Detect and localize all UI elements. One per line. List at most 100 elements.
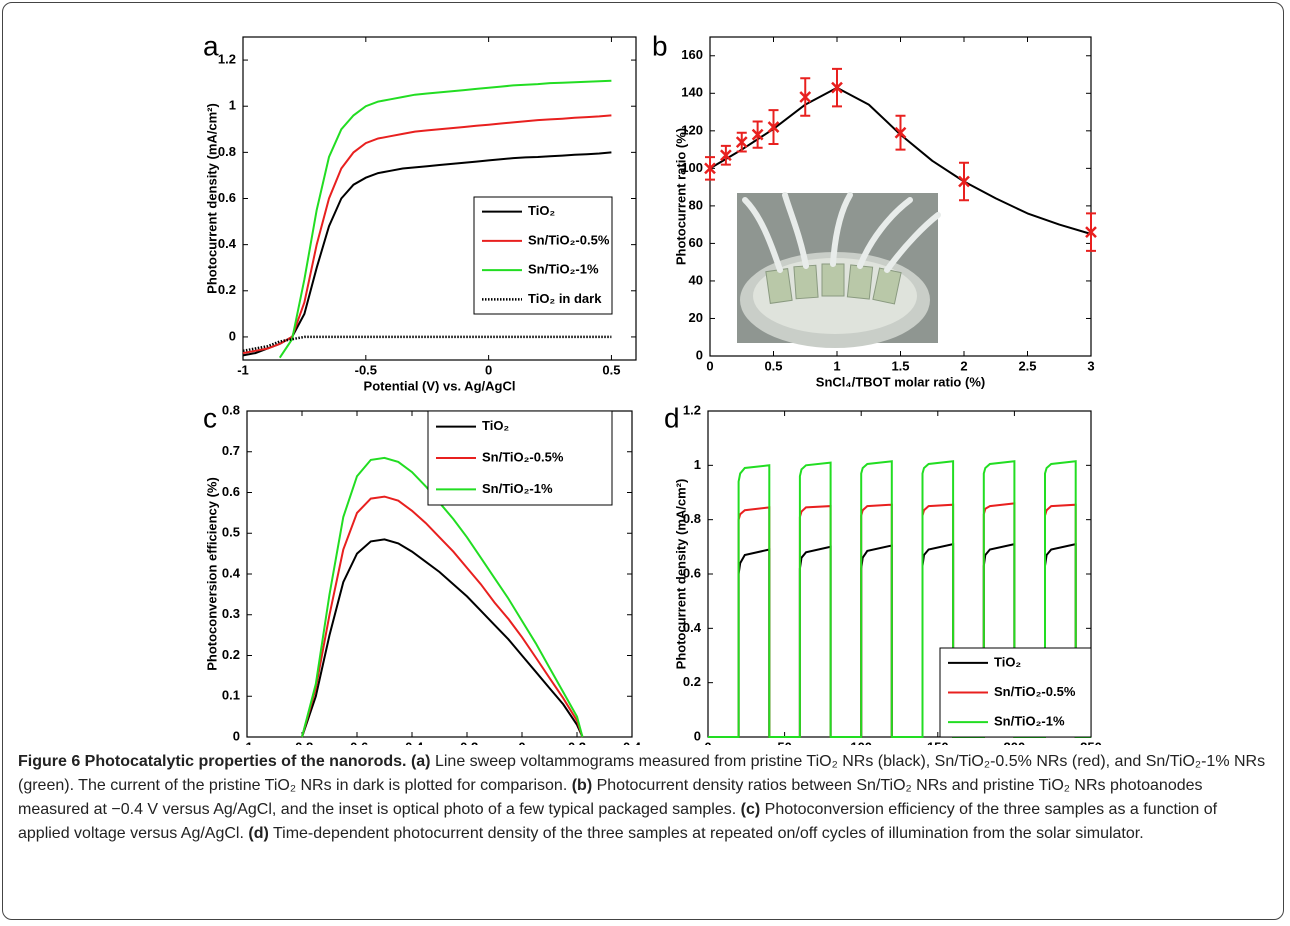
x-tick-label: 2.5 — [1018, 358, 1036, 373]
x-tick-label: 2 — [960, 358, 967, 373]
x-tick-label: -0.5 — [355, 362, 377, 377]
x-tick-label: 150 — [927, 739, 949, 745]
y-tick-label: 0.7 — [222, 443, 240, 458]
y-tick-label: 40 — [689, 272, 703, 287]
figure: a -1 -0.5 0 0.5 0 0.2 0.4 0.6 0.8 1 1.2 Potential (V… — [203, 30, 1102, 745]
marker — [894, 126, 907, 139]
y-tick-label: 0 — [694, 728, 701, 743]
y-tick-label: 160 — [681, 47, 703, 62]
line-series — [301, 495, 584, 738]
x-tick-label: 200 — [1004, 739, 1026, 745]
x-tick-label: 0.4 — [623, 739, 642, 745]
marker — [704, 162, 716, 175]
x-tick-label: -0.2 — [456, 739, 478, 745]
caption-text: Time-dependent photocurrent density of t… — [272, 825, 1144, 842]
legend-label: TiO₂ — [482, 418, 509, 433]
legend-label: Sn/TiO₂-0.5% — [994, 684, 1076, 699]
x-tick-label: 0.5 — [602, 362, 620, 377]
y-tick-label: 0.1 — [222, 688, 240, 703]
caption: Figure 6 Photocatalytic properties of th… — [18, 750, 1273, 846]
panel-label: c — [203, 402, 217, 433]
panel-label: a — [203, 30, 219, 61]
photo-wires — [742, 192, 941, 273]
y-tick-label: 0.4 — [218, 236, 237, 251]
x-tick-label: 1.5 — [891, 358, 909, 373]
panel-label: b — [652, 30, 668, 61]
y-tick-label: 0 — [233, 728, 240, 743]
caption-label: (d) — [248, 825, 269, 842]
y-tick-label: 0.3 — [222, 606, 240, 621]
x-tick-label: 250 — [1080, 739, 1102, 745]
y-tick-label: 1 — [229, 98, 236, 113]
marker — [1085, 226, 1097, 239]
y-tick-label: 80 — [689, 197, 703, 212]
x-tick-label: 100 — [850, 739, 872, 745]
marker — [799, 91, 812, 103]
y-tick-label: 0.6 — [683, 565, 701, 580]
x-tick-label: -1 — [241, 739, 253, 745]
marker — [719, 149, 732, 162]
y-axis-label: Photocurrent density (mA/cm²) — [673, 479, 688, 670]
inset-photo — [737, 192, 941, 348]
legend-label: TiO₂ — [528, 203, 555, 218]
y-tick-label: 0.8 — [683, 511, 701, 526]
caption-text: Photocurrent density ratios between Sn/T… — [18, 777, 1203, 818]
y-tick-label: 0.6 — [218, 190, 236, 205]
caption-label: (a) — [410, 753, 431, 770]
y-tick-label: 0.4 — [683, 620, 702, 635]
line-series — [242, 151, 612, 357]
y-tick-label: 0.6 — [222, 484, 240, 499]
y-tick-label: 0.8 — [222, 402, 240, 417]
line-series — [242, 114, 612, 355]
y-tick-label: 0.2 — [218, 282, 236, 297]
line-series — [278, 79, 612, 359]
x-tick-label: -1 — [237, 362, 249, 377]
x-tick-label: -0.4 — [401, 739, 424, 745]
x-tick-label: 3 — [1087, 358, 1094, 373]
y-tick-label: 140 — [681, 85, 703, 100]
line-series — [301, 538, 584, 738]
x-tick-label: 0 — [706, 358, 713, 373]
y-axis-label: Photocurrent ratio (%) — [673, 128, 688, 265]
line-series — [301, 456, 584, 738]
y-tick-label: 20 — [689, 310, 703, 325]
y-tick-label: 0 — [696, 347, 703, 362]
y-tick-label: 120 — [681, 122, 703, 137]
marker — [831, 81, 843, 94]
y-tick-label: 1.2 — [218, 52, 236, 67]
x-tick-label: 50 — [777, 739, 791, 745]
caption-text: Line sweep voltammograms measured from p… — [18, 753, 1266, 794]
legend-label: Sn/TiO₂-0.5% — [482, 449, 564, 464]
y-tick-label: 0.2 — [222, 647, 240, 662]
y-axis-label: Photocurrent density (mA/cm²) — [204, 103, 219, 294]
y-tick-label: 0.5 — [222, 525, 240, 540]
x-tick-label: 0 — [485, 362, 492, 377]
x-tick-label: 1 — [833, 358, 840, 373]
x-axis-label: SnCl₄/TBOT molar ratio (%) — [816, 374, 985, 389]
x-tick-label: 0 — [704, 739, 711, 745]
legend-label: TiO₂ in dark — [528, 291, 602, 306]
x-tick-label: 0.2 — [568, 739, 586, 745]
photo-samples — [765, 263, 902, 305]
y-axis-label: Photoconversion efficiency (%) — [204, 477, 219, 671]
legend-label: Sn/TiO₂-1% — [994, 714, 1065, 729]
panel-label: d — [664, 402, 680, 433]
x-tick-label: 0.5 — [764, 358, 782, 373]
x-tick-label: 0 — [518, 739, 525, 745]
y-tick-label: 60 — [689, 235, 703, 250]
y-tick-label: 0.8 — [218, 144, 236, 159]
marker — [958, 175, 970, 188]
y-tick-label: 1 — [694, 457, 701, 472]
legend-label: Sn/TiO₂-0.5% — [528, 232, 610, 247]
marker — [751, 128, 764, 141]
caption-label: (b) — [571, 777, 593, 794]
legend-label: TiO₂ — [994, 654, 1021, 669]
marker — [767, 121, 780, 133]
x-tick-label: -0.6 — [346, 739, 368, 745]
y-tick-label: 0 — [229, 328, 236, 343]
legend-label: Sn/TiO₂-1% — [482, 481, 553, 496]
caption-label: (c) — [740, 801, 761, 818]
x-axis-label: Potential (V) vs. Ag/AgCl — [364, 378, 516, 393]
